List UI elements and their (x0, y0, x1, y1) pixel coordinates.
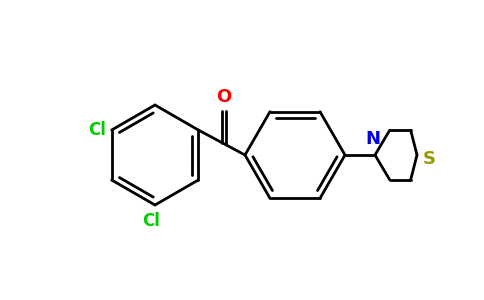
Text: Cl: Cl (88, 121, 106, 139)
Text: N: N (365, 130, 380, 148)
Text: S: S (423, 150, 436, 168)
Text: Cl: Cl (142, 212, 160, 230)
Text: O: O (216, 88, 232, 106)
